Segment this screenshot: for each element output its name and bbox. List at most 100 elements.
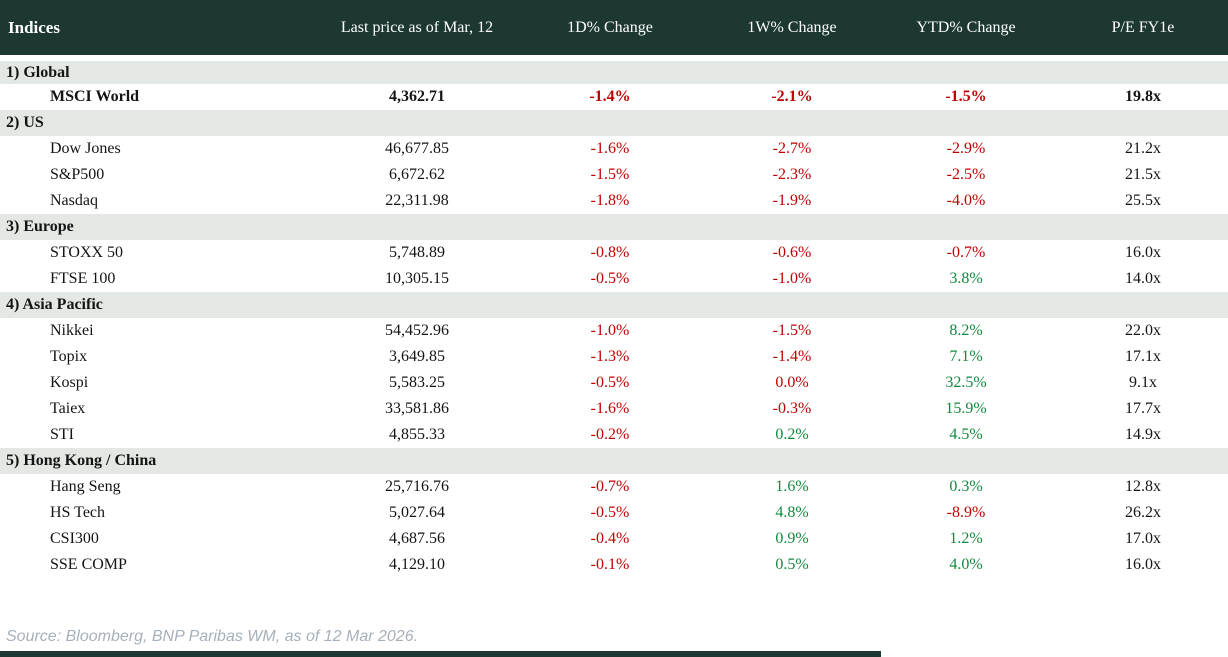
index-row: S&P500 6,672.62 -1.5% -2.3% -2.5% 21.5x <box>0 162 1228 188</box>
col-header-pe-fy1e: P/E FY1e <box>1058 0 1228 61</box>
section-row: 5) Hong Kong / China <box>0 448 1228 474</box>
change-1d: -1.5% <box>510 162 710 188</box>
index-name: S&P500 <box>0 162 324 188</box>
index-name: CSI300 <box>0 526 324 552</box>
col-header-last-price: Last price as of Mar, 12 <box>324 0 510 61</box>
last-price: 4,129.10 <box>324 552 510 578</box>
section-row: 4) Asia Pacific <box>0 292 1228 318</box>
change-ytd: -2.9% <box>874 136 1058 162</box>
pe-fy1e: 25.5x <box>1058 188 1228 214</box>
section-row: 2) US <box>0 110 1228 136</box>
index-row: FTSE 100 10,305.15 -0.5% -1.0% 3.8% 14.0x <box>0 266 1228 292</box>
col-header-1w-change: 1W% Change <box>710 0 874 61</box>
index-name: Taiex <box>0 396 324 422</box>
change-1d: -1.3% <box>510 344 710 370</box>
index-name: Kospi <box>0 370 324 396</box>
last-price: 4,687.56 <box>324 526 510 552</box>
change-1w: -2.7% <box>710 136 874 162</box>
index-name: STOXX 50 <box>0 240 324 266</box>
index-name: Nikkei <box>0 318 324 344</box>
pe-fy1e: 12.8x <box>1058 474 1228 500</box>
change-ytd: 3.8% <box>874 266 1058 292</box>
change-1d: -0.5% <box>510 370 710 396</box>
pe-fy1e: 17.7x <box>1058 396 1228 422</box>
pe-fy1e: 9.1x <box>1058 370 1228 396</box>
pe-fy1e: 16.0x <box>1058 240 1228 266</box>
change-1w: -0.6% <box>710 240 874 266</box>
change-1d: -0.5% <box>510 266 710 292</box>
last-price: 5,583.25 <box>324 370 510 396</box>
change-ytd: 1.2% <box>874 526 1058 552</box>
change-ytd: 8.2% <box>874 318 1058 344</box>
index-row: Hang Seng 25,716.76 -0.7% 1.6% 0.3% 12.8x <box>0 474 1228 500</box>
section-row: 3) Europe <box>0 214 1228 240</box>
change-1d: -1.6% <box>510 396 710 422</box>
table-header-row: Indices Last price as of Mar, 12 1D% Cha… <box>0 0 1228 61</box>
last-price: 4,362.71 <box>324 84 510 110</box>
index-name: Dow Jones <box>0 136 324 162</box>
change-1d: -0.1% <box>510 552 710 578</box>
section-header: 1) Global <box>0 58 1228 84</box>
change-1d: -1.8% <box>510 188 710 214</box>
change-ytd: 32.5% <box>874 370 1058 396</box>
last-price: 22,311.98 <box>324 188 510 214</box>
index-name: FTSE 100 <box>0 266 324 292</box>
change-1w: -0.3% <box>710 396 874 422</box>
change-1w: 1.6% <box>710 474 874 500</box>
last-price: 10,305.15 <box>324 266 510 292</box>
last-price: 4,855.33 <box>324 422 510 448</box>
change-1w: 0.9% <box>710 526 874 552</box>
section-row: 1) Global <box>0 58 1228 84</box>
pe-fy1e: 14.0x <box>1058 266 1228 292</box>
pe-fy1e: 17.0x <box>1058 526 1228 552</box>
index-name: HS Tech <box>0 500 324 526</box>
change-ytd: 7.1% <box>874 344 1058 370</box>
change-1w: 0.5% <box>710 552 874 578</box>
change-ytd: 4.5% <box>874 422 1058 448</box>
last-price: 46,677.85 <box>324 136 510 162</box>
index-row: STI 4,855.33 -0.2% 0.2% 4.5% 14.9x <box>0 422 1228 448</box>
last-price: 5,027.64 <box>324 500 510 526</box>
table-body: 1) Global MSCI World 4,362.71 -1.4% -2.1% -1.… <box>0 58 1228 578</box>
last-price: 5,748.89 <box>324 240 510 266</box>
bottom-accent-bar <box>0 651 881 657</box>
last-price: 33,581.86 <box>324 396 510 422</box>
index-row: STOXX 50 5,748.89 -0.8% -0.6% -0.7% 16.0x <box>0 240 1228 266</box>
indices-table: Indices Last price as of Mar, 12 1D% Cha… <box>0 0 1228 578</box>
change-1w: 0.2% <box>710 422 874 448</box>
index-name: Hang Seng <box>0 474 324 500</box>
last-price: 6,672.62 <box>324 162 510 188</box>
change-1w: -1.0% <box>710 266 874 292</box>
change-1d: -0.2% <box>510 422 710 448</box>
change-1w: 4.8% <box>710 500 874 526</box>
index-name: Topix <box>0 344 324 370</box>
pe-fy1e: 26.2x <box>1058 500 1228 526</box>
index-name: STI <box>0 422 324 448</box>
col-header-1d-change: 1D% Change <box>510 0 710 61</box>
index-row: CSI300 4,687.56 -0.4% 0.9% 1.2% 17.0x <box>0 526 1228 552</box>
index-row: Topix 3,649.85 -1.3% -1.4% 7.1% 17.1x <box>0 344 1228 370</box>
pe-fy1e: 19.8x <box>1058 84 1228 110</box>
pe-fy1e: 14.9x <box>1058 422 1228 448</box>
table-title: Indices <box>0 0 324 61</box>
change-1d: -0.5% <box>510 500 710 526</box>
pe-fy1e: 21.2x <box>1058 136 1228 162</box>
change-1d: -0.4% <box>510 526 710 552</box>
change-1d: -1.6% <box>510 136 710 162</box>
change-1d: -0.8% <box>510 240 710 266</box>
change-1w: -2.3% <box>710 162 874 188</box>
change-ytd: -2.5% <box>874 162 1058 188</box>
index-row: Nasdaq 22,311.98 -1.8% -1.9% -4.0% 25.5x <box>0 188 1228 214</box>
change-1d: -1.4% <box>510 84 710 110</box>
last-price: 25,716.76 <box>324 474 510 500</box>
change-ytd: -4.0% <box>874 188 1058 214</box>
index-name: SSE COMP <box>0 552 324 578</box>
col-header-ytd-change: YTD% Change <box>874 0 1058 61</box>
pe-fy1e: 21.5x <box>1058 162 1228 188</box>
section-header: 3) Europe <box>0 214 1228 240</box>
change-ytd: -1.5% <box>874 84 1058 110</box>
pe-fy1e: 16.0x <box>1058 552 1228 578</box>
change-1w: -2.1% <box>710 84 874 110</box>
index-row: Dow Jones 46,677.85 -1.6% -2.7% -2.9% 21.2x <box>0 136 1228 162</box>
